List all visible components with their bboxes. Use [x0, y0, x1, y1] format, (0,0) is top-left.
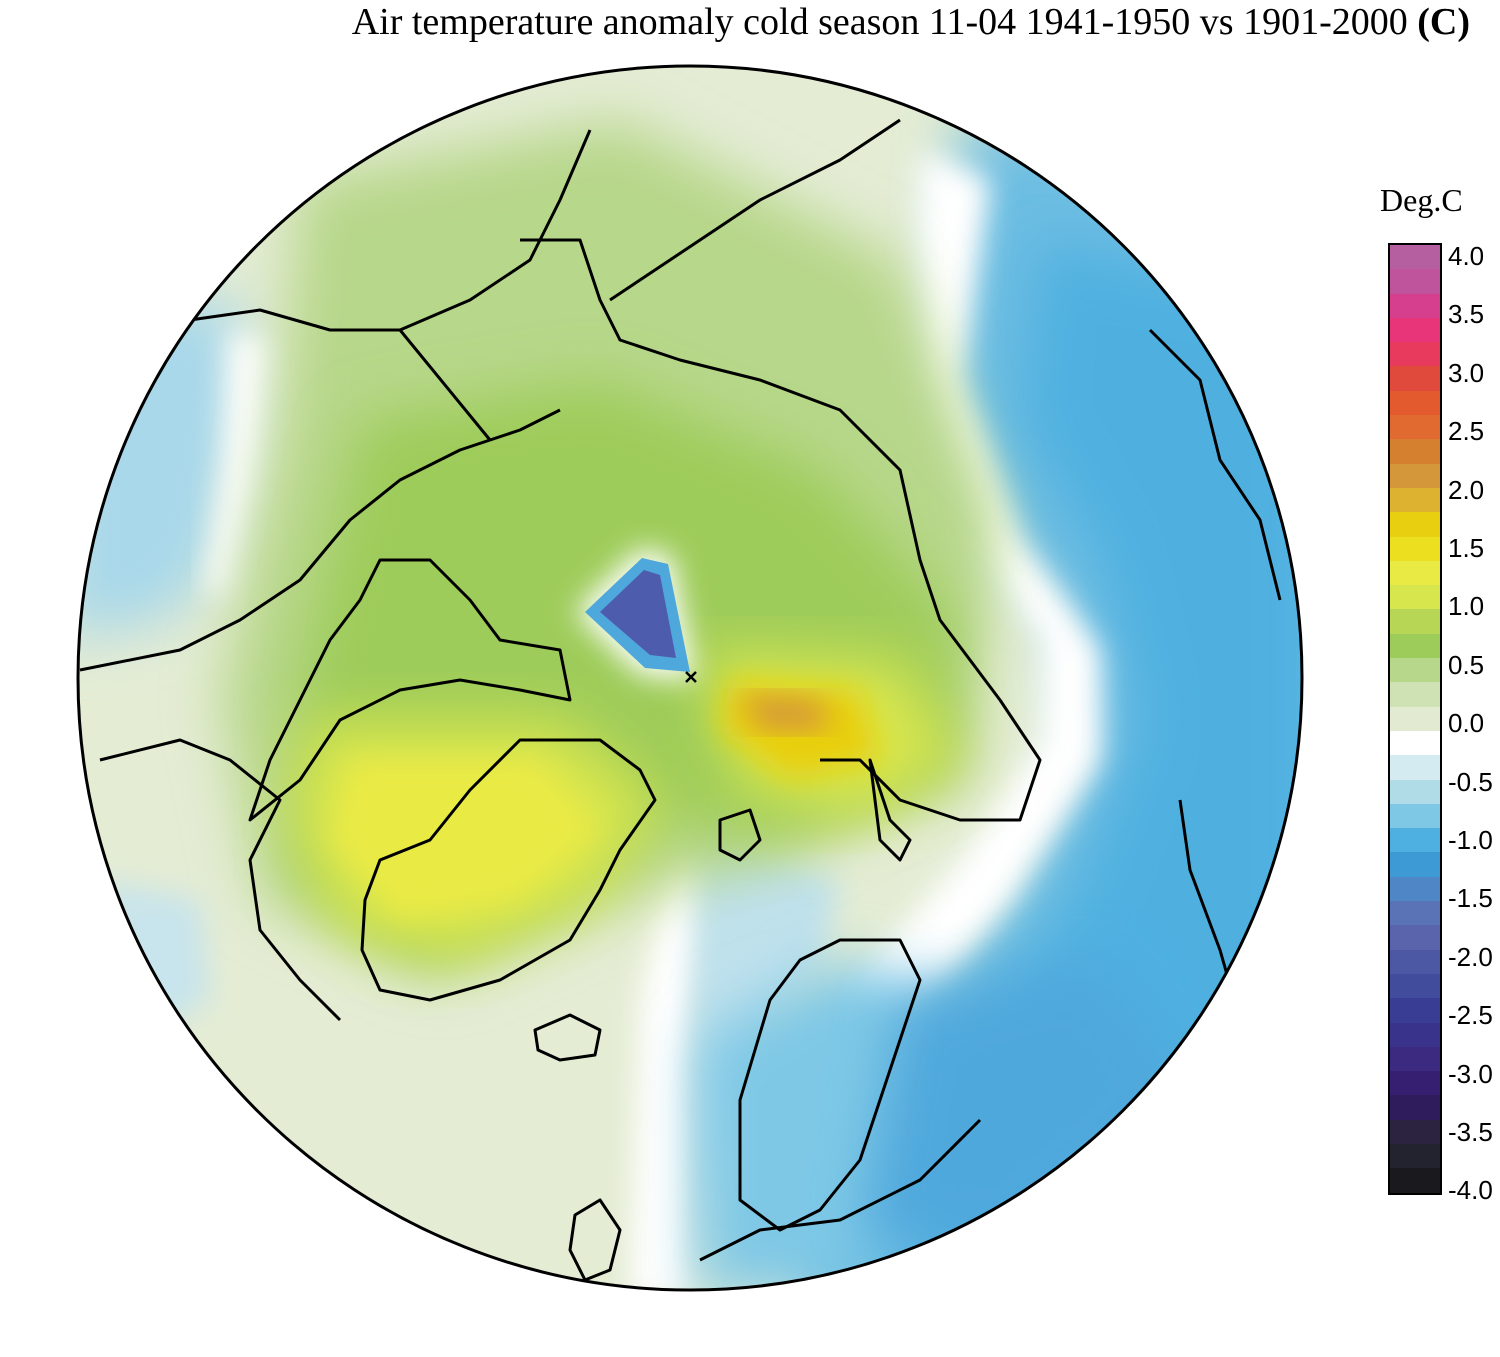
- colorbar-band: [1390, 852, 1440, 877]
- colorbar-band: [1390, 536, 1440, 561]
- colorbar-band: [1390, 779, 1440, 804]
- colorbar-tick-label: 4.0: [1448, 241, 1485, 271]
- colorbar-band: [1390, 585, 1440, 610]
- colorbar-tick-label: 0.5: [1448, 649, 1485, 680]
- colorbar-band: [1390, 803, 1440, 829]
- colorbar-band: [1390, 925, 1440, 950]
- colorbar-band: [1390, 317, 1440, 343]
- legend-title: Deg.C: [1380, 182, 1463, 218]
- colorbar-band: [1390, 876, 1440, 902]
- colorbar-band: [1390, 342, 1440, 367]
- colorbar-band: [1390, 998, 1440, 1023]
- colorbar-tick-label: 1.5: [1448, 533, 1485, 563]
- colorbar-band: [1390, 1143, 1440, 1169]
- colorbar-tick-label: 1.0: [1448, 591, 1485, 622]
- colorbar-band: [1390, 293, 1440, 318]
- coastlines: [79, 118, 1282, 1282]
- north-pole-marker: [685, 671, 697, 683]
- colorbar-tick-label: -1.0: [1448, 825, 1493, 855]
- colorbar-band: [1390, 1119, 1440, 1144]
- map-boundary: [76, 64, 1304, 1292]
- colorbar-tick-label: -2.0: [1448, 941, 1493, 972]
- colorbar-band: [1390, 1022, 1440, 1047]
- map-title-text: Air temperature anomaly cold season 11-0…: [351, 1, 1408, 43]
- colorbar-band: [1390, 633, 1440, 659]
- colorbar-tick-label: -3.5: [1448, 1117, 1493, 1147]
- map-title-unit: (C): [1417, 1, 1470, 43]
- colorbar-band: [1390, 973, 1440, 999]
- colorbar-band: [1390, 463, 1440, 488]
- colorbar-band: [1390, 949, 1440, 974]
- colorbar-band: [1390, 1046, 1440, 1072]
- colorbar-band: [1390, 245, 1440, 270]
- colorbar-tick-label: 3.5: [1448, 299, 1485, 330]
- colorbar-band: [1390, 901, 1440, 926]
- colorbar-band: [1390, 755, 1440, 780]
- colorbar-band: [1390, 512, 1440, 537]
- colorbar-tick-label: 2.5: [1448, 416, 1485, 447]
- colorbar: [1388, 243, 1442, 1195]
- colorbar-band: [1390, 730, 1440, 756]
- colorbar-tick-label: -1.5: [1448, 883, 1493, 914]
- colorbar-tick-label: -4.0: [1448, 1175, 1493, 1206]
- colorbar-tick-label: 2.0: [1448, 474, 1485, 505]
- colorbar-tick-label: -0.5: [1448, 766, 1493, 797]
- colorbar-band: [1390, 1071, 1440, 1096]
- colorbar-band: [1390, 1095, 1440, 1120]
- colorbar-tick-label: 0.0: [1448, 708, 1485, 739]
- colorbar-band: [1390, 487, 1440, 513]
- colorbar-band: [1390, 706, 1440, 731]
- colorbar-band: [1390, 560, 1440, 586]
- colorbar-band: [1390, 439, 1440, 464]
- colorbar-band: [1390, 682, 1440, 707]
- colorbar-band: [1390, 269, 1440, 294]
- colorbar-tick-label: -3.0: [1448, 1058, 1493, 1089]
- colorbar-band: [1390, 1168, 1440, 1193]
- colorbar-tick-label: -2.5: [1448, 1000, 1493, 1031]
- colorbar-tick-label: 3.0: [1448, 357, 1485, 388]
- colorbar-band: [1390, 390, 1440, 416]
- colorbar-band: [1390, 658, 1440, 683]
- colorbar-band: [1390, 609, 1440, 634]
- colorbar-band: [1390, 366, 1440, 391]
- map-title: Air temperature anomaly cold season 11-0…: [0, 0, 1500, 44]
- colorbar-band: [1390, 415, 1440, 440]
- colorbar-band: [1390, 828, 1440, 853]
